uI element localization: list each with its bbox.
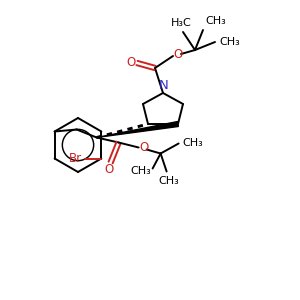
Text: N: N xyxy=(159,79,169,92)
Text: CH₃: CH₃ xyxy=(183,139,203,148)
Text: O: O xyxy=(173,49,183,62)
Text: CH₃: CH₃ xyxy=(158,176,179,185)
Polygon shape xyxy=(97,122,178,137)
Text: O: O xyxy=(104,163,113,176)
Text: H₃C: H₃C xyxy=(171,18,191,28)
Text: O: O xyxy=(139,141,148,154)
Text: CH₃: CH₃ xyxy=(219,37,240,47)
Text: O: O xyxy=(126,56,136,68)
Text: Br: Br xyxy=(69,152,82,165)
Text: CH₃: CH₃ xyxy=(130,166,151,176)
Text: CH₃: CH₃ xyxy=(205,16,226,26)
